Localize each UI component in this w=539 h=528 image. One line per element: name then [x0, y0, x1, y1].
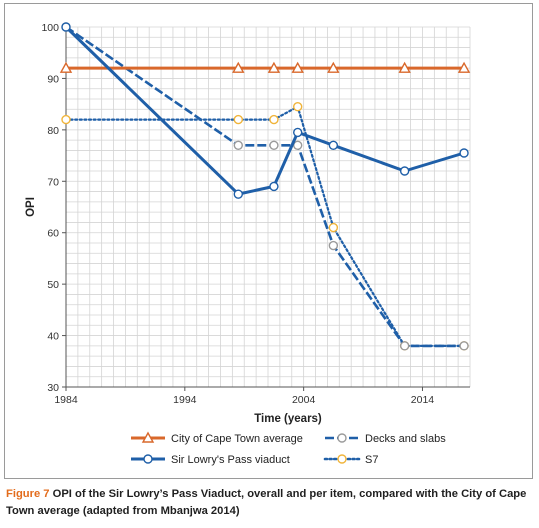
- legend-label: S7: [365, 454, 378, 466]
- x-tick-label: 1994: [173, 394, 197, 406]
- y-tick-label: 40: [47, 331, 59, 343]
- data-point-triangle: [327, 61, 340, 73]
- y-tick-label: 70: [47, 176, 59, 188]
- legend-label: Sir Lowry's Pass viaduct: [171, 454, 290, 466]
- y-axis-label: OPI: [25, 197, 37, 217]
- data-point-circle: [233, 114, 243, 125]
- x-axis-label: Time (years): [254, 413, 322, 425]
- figure-caption: Figure 7 OPI of the Sir Lowry’s Pass Via…: [6, 486, 534, 520]
- data-point-circle: [293, 102, 303, 112]
- data-point-circle: [328, 140, 339, 150]
- data-point-circle: [459, 148, 469, 158]
- legend-label: City of Cape Town average: [171, 433, 303, 445]
- x-tick-label: 2014: [411, 394, 435, 406]
- data-point-circle: [61, 22, 71, 32]
- data-point-circle: [143, 454, 153, 464]
- opi-line-chart: 30 40 50 60 70 80 90 100 1984 1994 2004 2014 Time (y…: [25, 22, 471, 466]
- data-point-circle: [61, 114, 71, 125]
- data-point-triangle: [398, 61, 411, 73]
- data-point-circle: [337, 454, 347, 464]
- data-point-triangle: [141, 431, 155, 443]
- data-point-circle: [269, 140, 279, 150]
- figure-caption-text: OPI of the Sir Lowry’s Pass Viaduct, ove…: [6, 488, 527, 517]
- y-tick-label: 30: [47, 382, 59, 394]
- data-point-circle: [399, 341, 410, 351]
- axes: 30 40 50 60 70 80 90 100 1984 1994 2004 2014 Time (y…: [25, 22, 470, 425]
- data-point-circle: [459, 341, 469, 351]
- data-point-triangle: [291, 61, 304, 73]
- data-point-triangle: [457, 61, 471, 73]
- data-point-triangle: [59, 61, 73, 73]
- data-point-circle: [293, 127, 303, 138]
- y-tick-label: 60: [47, 228, 59, 240]
- data-point-circle: [328, 240, 339, 251]
- grid: [65, 26, 471, 388]
- legend-label: Decks and slabs: [365, 433, 446, 445]
- figure-label: Figure 7: [6, 488, 50, 500]
- data-point-circle: [399, 166, 410, 176]
- data-point-circle: [269, 181, 279, 192]
- data-point-circle: [233, 189, 243, 199]
- y-tick-label: 50: [47, 279, 59, 291]
- x-tick-label: 2004: [292, 394, 316, 406]
- data-point-triangle: [232, 61, 245, 73]
- data-point-circle: [293, 140, 303, 150]
- data-point-circle: [233, 140, 243, 150]
- data-point-circle: [337, 433, 347, 443]
- legend: City of Cape Town average Decks and slabs…: [131, 431, 446, 466]
- data-point-triangle: [267, 61, 281, 73]
- data-point-circle: [328, 222, 339, 233]
- y-tick-label: 90: [47, 73, 59, 85]
- x-tick-label: 1984: [54, 394, 78, 406]
- figure-frame: [4, 3, 533, 479]
- y-tick-label: 80: [47, 125, 59, 137]
- data-point-circle: [269, 114, 279, 125]
- y-tick-label: 100: [41, 22, 59, 34]
- series-lines: [59, 22, 471, 351]
